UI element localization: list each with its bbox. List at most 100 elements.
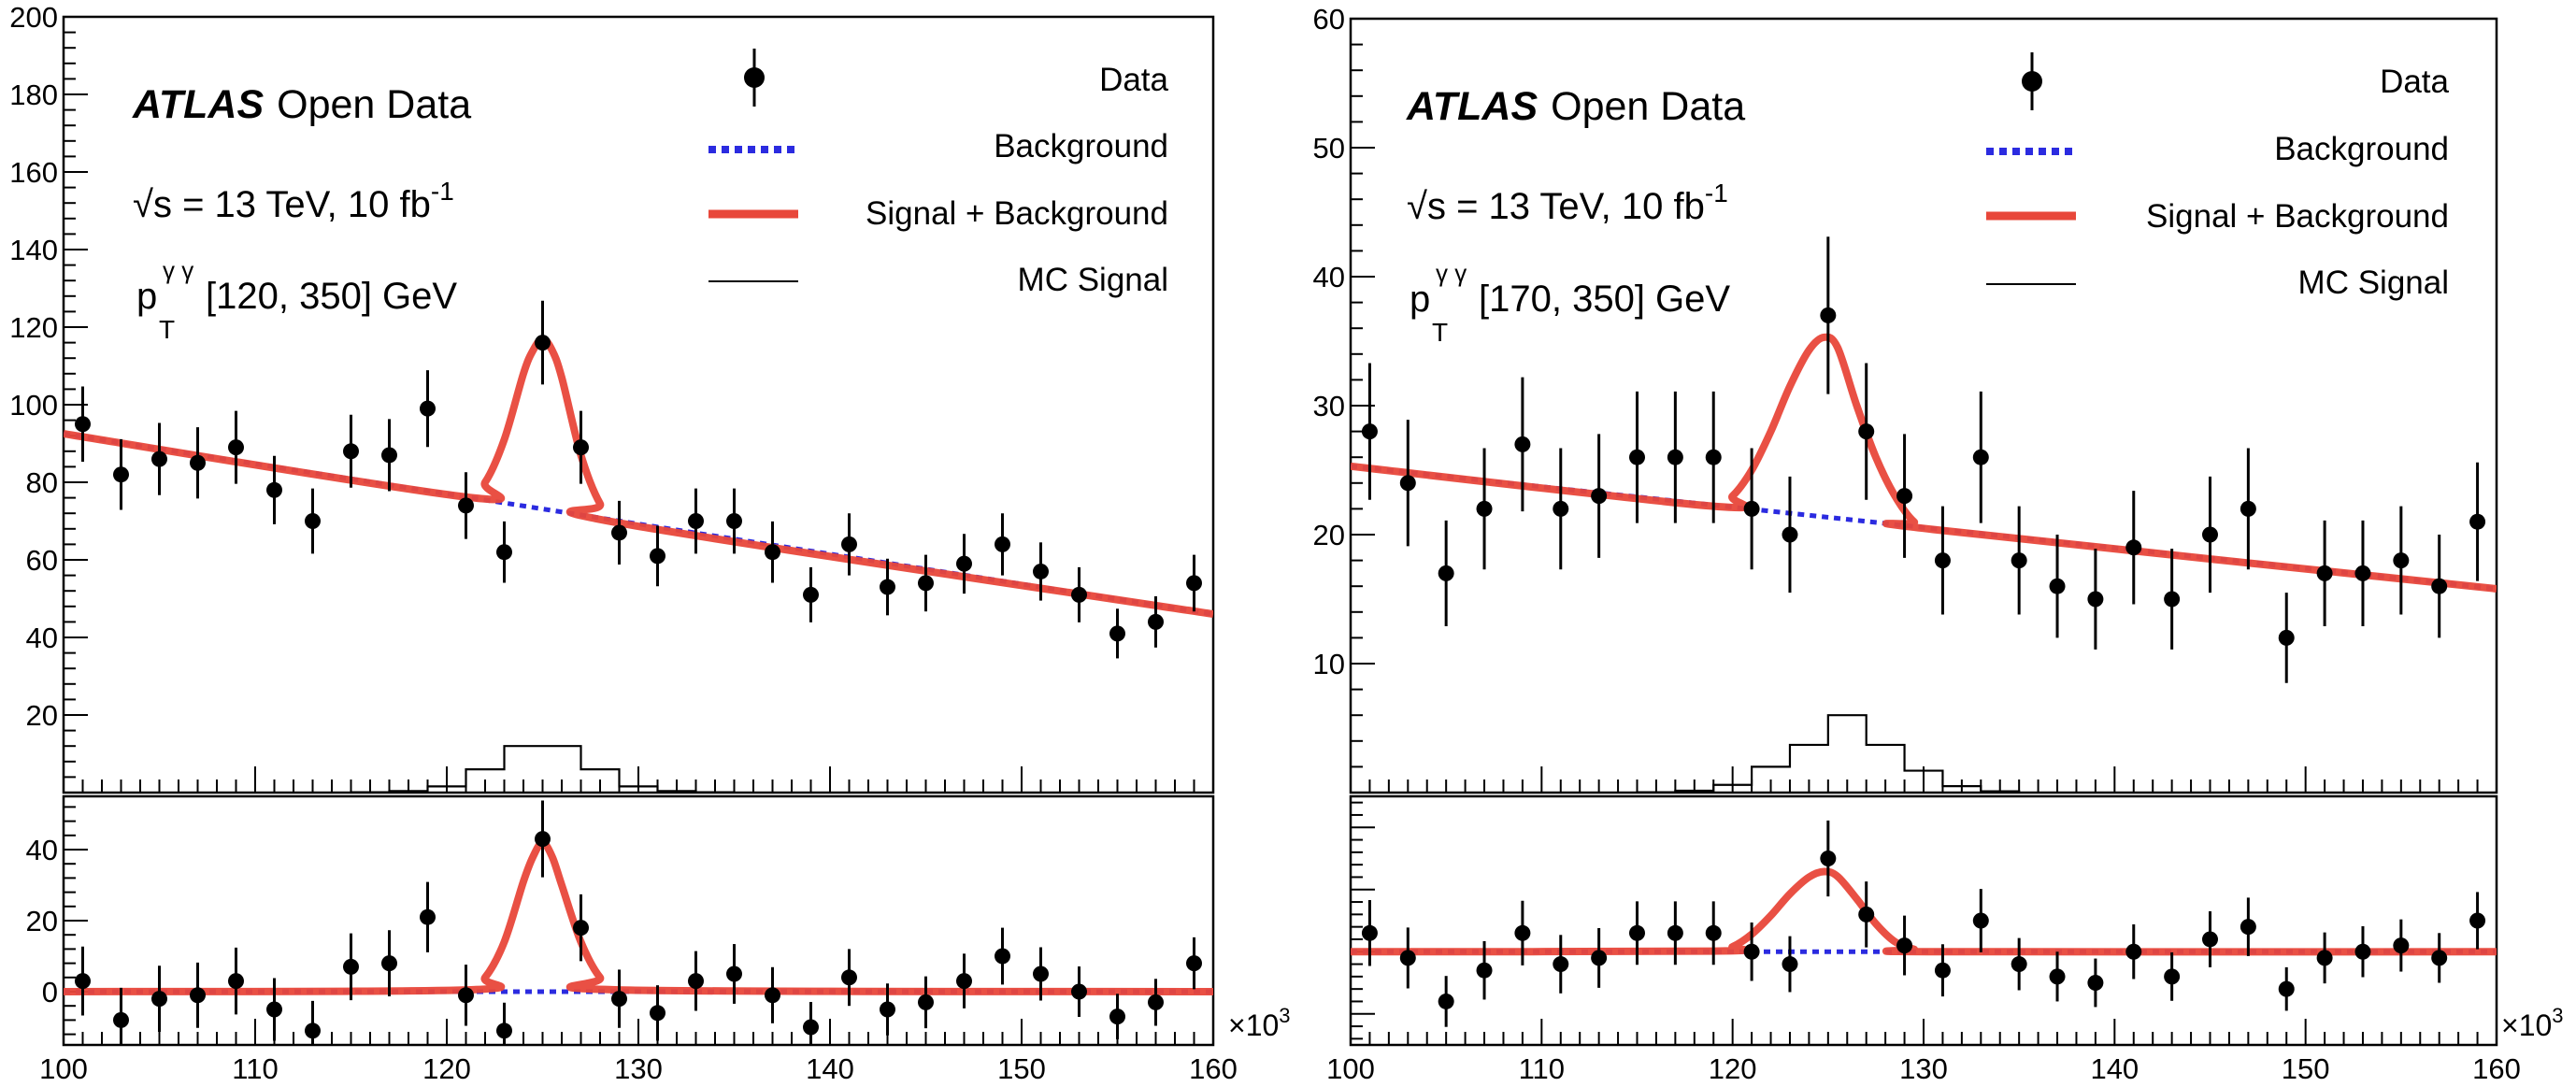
right-lower-data-point <box>2278 980 2295 997</box>
left-lower-data-point <box>228 973 244 990</box>
left-upper-x-tick-label: 120 <box>422 1052 471 1082</box>
left-upper-y-tick-label: 80 <box>26 466 58 499</box>
left-pt-sup: γ γ <box>163 256 193 284</box>
left-lower-data-point <box>726 965 742 982</box>
right-lower-data-point <box>1705 924 1722 941</box>
right-upper-data-point <box>2431 578 2448 594</box>
left-lower-data-point <box>458 987 474 1004</box>
right-lower-data-point <box>1743 943 1760 960</box>
right-pt-range: [170, 350] GeV <box>1479 279 1730 320</box>
right-legend-background-label: Background <box>2274 131 2449 167</box>
left-lower-data-point <box>918 994 934 1010</box>
left-upper-mc-signal-histogram <box>350 745 736 793</box>
left-upper-data-point <box>75 416 91 433</box>
left-upper-x-tick-label: 140 <box>806 1052 854 1082</box>
right-lower-data-point <box>2164 968 2181 985</box>
left-lower-data-point <box>151 991 167 1008</box>
left-lower-axes: 0 20 40 <box>26 806 1214 1045</box>
right-legend-data-marker <box>2022 71 2042 92</box>
left-lower-data-point <box>420 908 436 925</box>
left-lower-y-tick-label: 20 <box>26 905 58 937</box>
right-upper-mc-signal-histogram <box>1636 714 2021 793</box>
right-lower-data-point <box>2431 950 2448 966</box>
right-upper-y-tick-label: 50 <box>1313 132 1345 164</box>
right-energy-text: √s = 13 TeV, 10 fb <box>1407 186 1705 227</box>
left-legend-mc-label: MC Signal <box>1018 262 1168 298</box>
right-lower-data-point <box>1629 924 1645 941</box>
right-upper-data-point <box>2240 500 2256 517</box>
right-lower-data-point <box>1553 956 1569 973</box>
left-upper-x-tick-label: 130 <box>614 1052 663 1082</box>
left-legend-data-marker <box>744 67 765 88</box>
left-upper-data-point <box>1071 586 1087 603</box>
left-lower-data-point <box>1071 983 1087 1000</box>
left-pt-range: [120, 350] GeV <box>206 276 457 317</box>
left-lower-data-point <box>841 969 857 986</box>
left-lower-data-point <box>650 1005 665 1022</box>
left-lower-data-point <box>266 1001 282 1018</box>
right-lower-data-point <box>2125 943 2142 960</box>
right-lower-axes <box>1350 801 2497 1045</box>
left-x-multiplier: ×103 <box>1228 1004 1291 1042</box>
right-energy-label: √s = 13 TeV, 10 fb-1 <box>1407 179 1728 227</box>
left-lower-data-point <box>1186 955 1202 972</box>
left-upper-data-point <box>535 335 551 351</box>
right-energy-sup: -1 <box>1705 179 1728 207</box>
left-energy-sup: -1 <box>431 177 454 206</box>
right-annotations: ATLAS Open Data √s = 13 TeV, 10 fb-1 p γ … <box>1406 84 1745 347</box>
right-upper-data-point <box>2087 591 2104 608</box>
right-upper-y-tick-label: 40 <box>1313 261 1345 293</box>
right-upper-y-tick-label: 20 <box>1313 519 1345 551</box>
left-lower-data-point <box>688 973 704 990</box>
right-legend-mc-label: MC Signal <box>2298 265 2449 301</box>
left-lower-data-point <box>803 1019 819 1036</box>
right-lower-data-point <box>2202 931 2218 948</box>
right-lower-data-point <box>2316 950 2333 966</box>
left-upper-data-point <box>765 544 780 561</box>
right-upper-data-point <box>1743 500 1760 517</box>
left-upper-data-point <box>151 451 167 467</box>
left-lower-y-tick-label: 0 <box>42 976 58 1008</box>
right-upper-data-point <box>1399 475 1416 492</box>
right-x-multiplier-base: ×10 <box>2501 1008 2552 1042</box>
left-lower-y-tick-label: 40 <box>26 834 58 866</box>
left-upper-x-tick-label: 100 <box>39 1052 88 1082</box>
left-upper-data-point <box>841 536 857 552</box>
right-atlas-label: ATLAS Open Data <box>1406 84 1745 129</box>
left-lower-data-point <box>956 973 972 990</box>
left-legend: Data Background Signal + Background MC S… <box>708 49 1169 298</box>
left-lower-data-point <box>305 1023 321 1039</box>
left-energy-label: √s = 13 TeV, 10 fb-1 <box>133 177 454 225</box>
right-upper-data-point <box>1705 449 1722 465</box>
left-upper-data-point <box>266 481 282 498</box>
left-upper-x-tick-label: 160 <box>1189 1052 1238 1082</box>
left-upper-data-point <box>458 497 474 514</box>
right-upper-signal-background-curve <box>1351 333 2497 593</box>
right-lower-data-point <box>2087 975 2104 991</box>
right-lower-data-point <box>2469 912 2486 929</box>
right-upper-data-point <box>2011 552 2027 569</box>
right-upper-data-point <box>2278 629 2295 646</box>
left-upper-y-tick-label: 160 <box>9 156 58 189</box>
left-upper-y-tick-label: 200 <box>9 1 58 34</box>
left-pt-sub: T <box>159 315 175 344</box>
right-pt-sup: γ γ <box>1436 259 1467 287</box>
left-lower-data-point <box>381 955 397 972</box>
left-upper-data-point <box>956 555 972 572</box>
right-x-multiplier-exp: 3 <box>2552 1004 2563 1027</box>
left-lower-data-point <box>1109 1008 1125 1025</box>
right-upper-x-tick-label: 100 <box>1326 1052 1375 1082</box>
right-upper-y-tick-label: 10 <box>1313 648 1345 680</box>
right-lower-data-point <box>1591 950 1608 966</box>
right-lower-data-point <box>1476 962 1493 979</box>
left-upper-data-point <box>803 586 819 603</box>
right-atlas-bold: ATLAS <box>1406 84 1538 129</box>
right-pt-sub: T <box>1432 318 1448 347</box>
right-lower-data-point <box>2393 937 2410 954</box>
right-upper-data-point <box>1972 449 1989 465</box>
left-upper-x-tick-label: 150 <box>997 1052 1046 1082</box>
left-upper-data-point <box>228 439 244 456</box>
left-upper-data-point <box>918 575 934 592</box>
